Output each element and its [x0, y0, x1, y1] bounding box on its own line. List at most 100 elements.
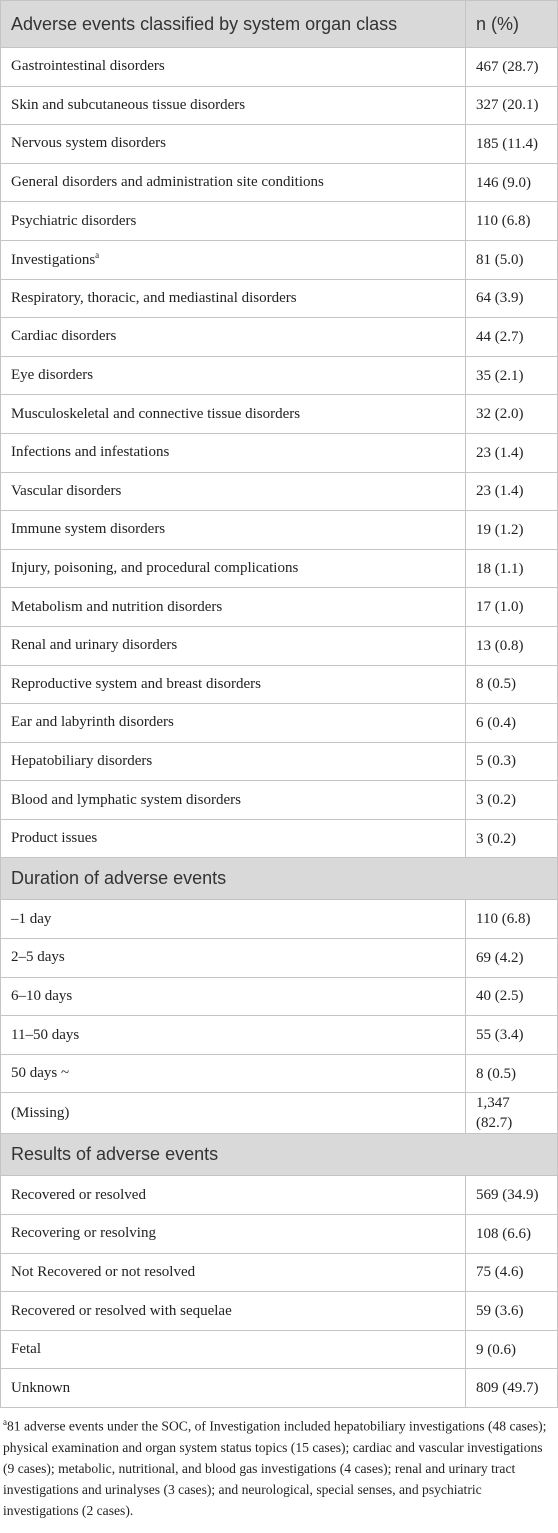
row-value: 1,347 (82.7)	[465, 1092, 558, 1135]
row-label: Infections and infestations	[11, 444, 170, 461]
row-label-cell: Not Recovered or not resolved	[0, 1252, 466, 1293]
table-row: Reproductive system and breast disorders…	[0, 664, 558, 705]
row-label-cell: 11–50 days	[0, 1015, 466, 1055]
row-value: 8 (0.5)	[465, 664, 558, 705]
row-value: 23 (1.4)	[465, 432, 558, 473]
row-value: 110 (6.8)	[465, 899, 558, 940]
row-value: 81 (5.0)	[465, 239, 558, 280]
row-label-cell: 50 days ~	[0, 1053, 466, 1094]
table-row: Not Recovered or not resolved 75 (4.6)	[0, 1252, 558, 1293]
row-label: Metabolism and nutrition disorders	[11, 598, 223, 615]
table-row: (Missing) 1,347 (82.7)	[0, 1092, 558, 1135]
row-value: 18 (1.1)	[465, 548, 558, 589]
row-label: Musculoskeletal and connective tissue di…	[11, 405, 301, 422]
row-label: Injury, poisoning, and procedural compli…	[11, 560, 299, 577]
table-row: Blood and lymphatic system disorders 3 (0…	[0, 780, 558, 820]
row-label: Cardiac disorders	[11, 328, 117, 345]
table-row: Gastrointestinal disorders 467 (28.7)	[0, 47, 558, 87]
row-value: 108 (6.6)	[465, 1214, 558, 1254]
row-label: –1 day	[11, 910, 52, 927]
row-label-cell: Unknown	[0, 1368, 466, 1408]
row-label-cell: General disorders and administration sit…	[0, 162, 466, 203]
row-value: 69 (4.2)	[465, 938, 558, 978]
row-label-cell: Eye disorders	[0, 355, 466, 396]
row-value: 75 (4.6)	[465, 1252, 558, 1293]
table-row: Skin and subcutaneous tissue disorders 32…	[0, 85, 558, 126]
table-row: –1 day 110 (6.8)	[0, 899, 558, 940]
row-value: 467 (28.7)	[465, 47, 558, 87]
row-label: Reproductive system and breast disorders	[11, 675, 261, 692]
table-row: 6–10 days 40 (2.5)	[0, 976, 558, 1017]
row-label: Skin and subcutaneous tissue disorders	[11, 96, 246, 113]
table-row: Unknown 809 (49.7)	[0, 1368, 558, 1408]
row-value: 23 (1.4)	[465, 471, 558, 512]
row-value: 40 (2.5)	[465, 976, 558, 1017]
row-label-cell: Skin and subcutaneous tissue disorders	[0, 85, 466, 126]
row-label: Respiratory, thoracic, and mediastinal d…	[11, 289, 297, 306]
row-value: 569 (34.9)	[465, 1175, 558, 1216]
row-label-cell: –1 day	[0, 899, 466, 940]
table-row: Ear and labyrinth disorders 6 (0.4)	[0, 703, 558, 743]
row-value: 185 (11.4)	[465, 124, 558, 164]
row-label-cell: Nervous system disorders	[0, 124, 466, 164]
table-row: 50 days ~ 8 (0.5)	[0, 1053, 558, 1094]
row-label-cell: Investigationsa	[0, 239, 466, 280]
row-label-cell: Ear and labyrinth disorders	[0, 703, 466, 743]
table-row: Recovering or resolving 108 (6.6)	[0, 1214, 558, 1254]
row-label: Eye disorders	[11, 367, 94, 384]
row-label: Immune system disorders	[11, 521, 166, 538]
table-row: Respiratory, thoracic, and mediastinal d…	[0, 278, 558, 319]
row-label: Vascular disorders	[11, 482, 122, 499]
row-label-cell: Hepatobiliary disorders	[0, 741, 466, 782]
section-title: Duration of adverse events	[0, 857, 558, 901]
row-value: 9 (0.6)	[465, 1329, 558, 1370]
row-label: Not Recovered or not resolved	[11, 1263, 196, 1280]
table-row: Renal and urinary disorders 13 (0.8)	[0, 625, 558, 666]
row-value: 44 (2.7)	[465, 317, 558, 357]
section-header-row: Results of adverse events	[0, 1133, 558, 1177]
row-label-cell: Cardiac disorders	[0, 317, 466, 357]
row-label: (Missing)	[11, 1104, 70, 1121]
row-label-cell: Blood and lymphatic system disorders	[0, 780, 466, 820]
section-header-row: Duration of adverse events	[0, 857, 558, 901]
row-label: Recovered or resolved with sequelae	[11, 1302, 232, 1319]
table: Adverse events classified by system orga…	[0, 0, 558, 1408]
table-row: 11–50 days 55 (3.4)	[0, 1015, 558, 1055]
row-label: Ear and labyrinth disorders	[11, 714, 174, 731]
row-value: 19 (1.2)	[465, 510, 558, 550]
row-label-cell: Gastrointestinal disorders	[0, 47, 466, 87]
row-label-cell: 2–5 days	[0, 938, 466, 978]
row-label: Unknown	[11, 1379, 71, 1396]
table-row: Recovered or resolved 569 (34.9)	[0, 1175, 558, 1216]
row-label-cell: Vascular disorders	[0, 471, 466, 512]
row-label: Gastrointestinal disorders	[11, 58, 165, 75]
row-value: 8 (0.5)	[465, 1053, 558, 1094]
table-row: Injury, poisoning, and procedural compli…	[0, 548, 558, 589]
row-label: General disorders and administration sit…	[11, 174, 324, 191]
table-row: General disorders and administration sit…	[0, 162, 558, 203]
row-label: Hepatobiliary disorders	[11, 752, 153, 769]
row-label-cell: Respiratory, thoracic, and mediastinal d…	[0, 278, 466, 319]
table-row: Nervous system disorders 185 (11.4)	[0, 124, 558, 164]
row-value: 59 (3.6)	[465, 1291, 558, 1331]
row-label: 50 days ~	[11, 1065, 70, 1082]
row-label: 6–10 days	[11, 987, 73, 1004]
footnote-marker: a	[3, 1417, 7, 1427]
row-label-cell: Musculoskeletal and connective tissue di…	[0, 394, 466, 434]
row-label-cell: Infections and infestations	[0, 432, 466, 473]
table-row: Infections and infestations 23 (1.4)	[0, 432, 558, 473]
row-value: 35 (2.1)	[465, 355, 558, 396]
footnote: a81 adverse events under the SOC, of Inv…	[0, 1408, 558, 1521]
table-row: Eye disorders 35 (2.1)	[0, 355, 558, 396]
row-value: 5 (0.3)	[465, 741, 558, 782]
row-label: Recovered or resolved	[11, 1186, 146, 1203]
row-label: Nervous system disorders	[11, 135, 166, 152]
row-value: 13 (0.8)	[465, 625, 558, 666]
table-row: Vascular disorders 23 (1.4)	[0, 471, 558, 512]
section-title: Results of adverse events	[0, 1133, 558, 1177]
table-row: Immune system disorders 19 (1.2)	[0, 510, 558, 550]
row-label-cell: Psychiatric disorders	[0, 201, 466, 241]
row-label: Product issues	[11, 830, 98, 847]
row-value: 55 (3.4)	[465, 1015, 558, 1055]
